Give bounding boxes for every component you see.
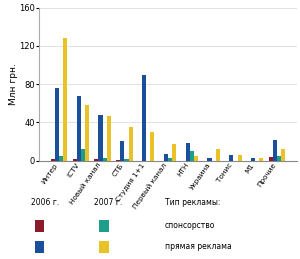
Bar <box>103 158 107 161</box>
Bar <box>94 159 98 161</box>
Bar <box>81 149 85 161</box>
Text: 2006 г.: 2006 г. <box>31 198 59 206</box>
Bar <box>273 140 277 161</box>
Bar <box>216 149 220 161</box>
Bar <box>77 96 81 161</box>
Bar <box>150 132 155 161</box>
Y-axis label: Млн грн.: Млн грн. <box>9 63 18 105</box>
Bar <box>142 75 146 161</box>
Bar <box>116 160 120 161</box>
Bar <box>124 159 128 161</box>
Bar <box>208 158 212 161</box>
Bar <box>59 156 63 161</box>
Bar <box>168 158 172 161</box>
Bar <box>190 151 194 161</box>
Bar <box>120 141 124 161</box>
Bar <box>63 38 67 161</box>
Text: 2007 г.: 2007 г. <box>94 198 122 206</box>
Bar <box>281 149 285 161</box>
Bar <box>172 144 176 161</box>
Text: Тип рекламы:: Тип рекламы: <box>165 198 220 206</box>
Bar <box>269 157 273 161</box>
Bar <box>238 155 242 161</box>
Bar <box>98 115 103 161</box>
Bar <box>251 158 255 161</box>
Bar <box>194 156 198 161</box>
Bar <box>128 127 133 161</box>
Bar <box>164 154 168 161</box>
Bar <box>73 159 77 161</box>
Bar <box>107 116 111 161</box>
Bar <box>186 143 190 161</box>
Bar <box>51 159 55 161</box>
Bar <box>229 155 233 161</box>
Bar <box>55 88 59 161</box>
Bar <box>277 156 281 161</box>
Bar <box>85 105 89 161</box>
Bar <box>259 158 263 161</box>
Text: прямая реклама: прямая реклама <box>165 242 232 250</box>
Text: спонсорство: спонсорство <box>165 221 215 230</box>
